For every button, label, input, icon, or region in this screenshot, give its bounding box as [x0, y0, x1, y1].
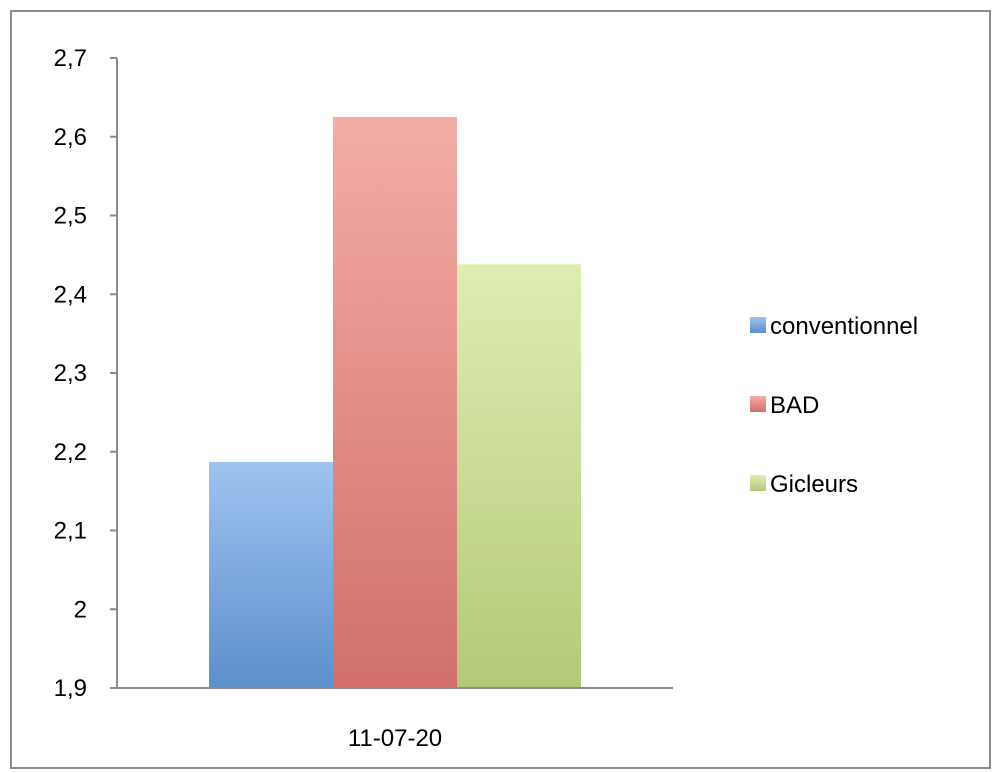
legend-swatch-gicleurs	[750, 475, 766, 491]
legend-swatch-conventionnel	[750, 317, 766, 333]
y-tick-label: 2,6	[54, 124, 87, 151]
y-tick-label: 2,4	[54, 281, 87, 308]
y-tick-label: 2,1	[54, 518, 87, 545]
y-tick-label: 2,7	[54, 45, 87, 72]
x-tick-label: 11-07-20	[348, 725, 442, 752]
legend: conventionnel BAD Gicleurs	[750, 313, 918, 498]
y-tick-label: 1,9	[54, 675, 87, 702]
y-tick-label: 2,3	[54, 360, 87, 387]
legend-swatch-bad	[750, 396, 766, 412]
legend-label: conventionnel	[770, 313, 918, 340]
x-axis-ticks: 11-07-20	[348, 725, 442, 752]
legend-label: BAD	[770, 392, 819, 419]
bar-conventionnel	[209, 461, 333, 688]
y-tick-label: 2	[74, 596, 87, 623]
y-tick-label: 2,5	[54, 203, 87, 230]
bars-group	[209, 117, 581, 688]
legend-label: Gicleurs	[770, 471, 858, 498]
bar-gicleurs	[457, 264, 581, 688]
bar-bad	[333, 117, 457, 688]
y-axis-ticks: 1,9 2 2,1 2,2 2,3 2,4 2,5 2,6 2,7	[54, 45, 117, 702]
y-tick-label: 2,2	[54, 439, 87, 466]
